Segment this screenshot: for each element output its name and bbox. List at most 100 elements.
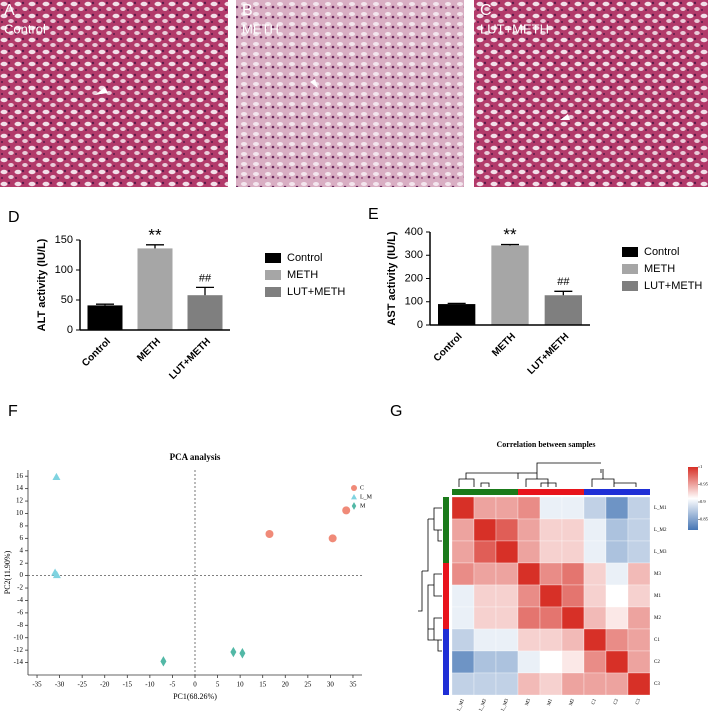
heat-cell — [561, 628, 585, 652]
heat-cell — [473, 606, 497, 630]
x-tick-label: Control — [80, 336, 113, 369]
heat-cell — [605, 606, 629, 630]
x-tick-label: -20 — [100, 681, 110, 689]
heat-cell — [627, 496, 651, 520]
column-label: M1 — [547, 698, 554, 707]
y-tick-label: -10 — [14, 633, 24, 641]
heat-cell — [517, 562, 541, 586]
y-axis-label: AST activity (IU/L) — [386, 231, 398, 325]
y-tick-label: 10 — [16, 509, 24, 517]
y-axis-label: PC2(11.90%) — [3, 550, 12, 594]
heat-cell — [473, 650, 497, 674]
heat-cell — [561, 518, 585, 542]
point — [342, 506, 351, 515]
row-label: C3 — [654, 682, 660, 687]
y-tick-label: 14 — [16, 484, 24, 492]
x-tick-label: LUT+METH — [526, 331, 572, 377]
point — [52, 472, 61, 481]
legend-marker — [351, 485, 357, 491]
y-tick-label: 0 — [417, 319, 423, 331]
bar — [438, 304, 476, 325]
row-label: L_M3 — [654, 550, 667, 555]
legend-label: METH — [644, 263, 675, 275]
legend-swatch — [265, 270, 281, 280]
point — [239, 648, 246, 659]
heat-cell — [605, 584, 629, 608]
heat-cell — [539, 606, 563, 630]
legend-swatch — [265, 287, 281, 297]
heat-cell — [495, 584, 519, 608]
y-tick-label: -2 — [17, 584, 23, 592]
heat-cell — [495, 628, 519, 652]
heat-cell — [627, 672, 651, 696]
y-tick-label: 400 — [405, 226, 423, 238]
column-label: C1 — [591, 698, 598, 706]
column-label: C2 — [613, 698, 620, 706]
column-label: M3 — [525, 698, 532, 707]
x-tick-label: 10 — [237, 681, 245, 689]
image-letter: B — [242, 2, 253, 19]
heat-cell — [517, 496, 541, 520]
heat-cell — [517, 672, 541, 696]
heat-cell — [495, 540, 519, 564]
annotation: ## — [557, 276, 570, 288]
legend-label: METH — [287, 269, 318, 281]
y-tick-label: 4 — [20, 546, 24, 554]
image-label: METH — [242, 21, 279, 36]
x-tick-label: 0 — [193, 681, 197, 689]
bar — [544, 295, 582, 325]
x-tick-label: -15 — [123, 681, 133, 689]
heat-cell — [627, 584, 651, 608]
x-tick-label: -30 — [55, 681, 65, 689]
color-tick-label: 1 — [700, 464, 702, 469]
x-tick-label: 20 — [282, 681, 290, 689]
x-tick-label: 30 — [327, 681, 335, 689]
legend-marker — [351, 502, 357, 510]
heat-cell — [451, 650, 475, 674]
heat-cell — [451, 606, 475, 630]
heat-cell — [605, 562, 629, 586]
heat-cell — [473, 496, 497, 520]
heat-cell — [561, 606, 585, 630]
point — [160, 656, 167, 667]
heat-cell — [473, 672, 497, 696]
bar — [137, 248, 173, 330]
heat-cell — [627, 518, 651, 542]
x-tick-label: 15 — [259, 681, 267, 689]
heat-cell — [583, 672, 607, 696]
heat-cell — [561, 540, 585, 564]
y-tick-label: 50 — [61, 294, 73, 306]
y-tick-label: -12 — [14, 646, 24, 654]
row-label: M1 — [654, 594, 661, 599]
heat-cell — [517, 518, 541, 542]
heat-cell — [605, 496, 629, 520]
column-label: C3 — [635, 698, 642, 706]
legend-label: LUT+METH — [287, 286, 345, 298]
chart-title: PCA analysis — [170, 452, 221, 462]
group-bar — [443, 563, 449, 629]
annotation: ## — [199, 272, 212, 284]
histology-image — [474, 0, 708, 187]
histology-image — [0, 0, 228, 187]
y-tick-label: -4 — [17, 596, 23, 604]
heat-cell — [539, 584, 563, 608]
y-tick-label: 200 — [405, 272, 423, 284]
heat-cell — [561, 650, 585, 674]
heat-cell — [561, 496, 585, 520]
y-tick-label: 8 — [20, 522, 24, 530]
heat-cell — [495, 606, 519, 630]
group-bar — [443, 629, 449, 695]
legend-label: M — [360, 503, 366, 509]
heat-cell — [517, 540, 541, 564]
image-letter: C — [480, 2, 492, 19]
heat-cell — [605, 518, 629, 542]
heat-cell — [473, 540, 497, 564]
column-label: M2 — [569, 698, 576, 707]
color-tick-label: 0.85 — [700, 517, 708, 522]
x-tick-label: METH — [135, 336, 163, 364]
heat-cell — [583, 540, 607, 564]
heat-cell — [539, 628, 563, 652]
color-tick-label: 0.95 — [700, 482, 708, 487]
heat-cell — [517, 628, 541, 652]
group-bar — [443, 497, 449, 563]
